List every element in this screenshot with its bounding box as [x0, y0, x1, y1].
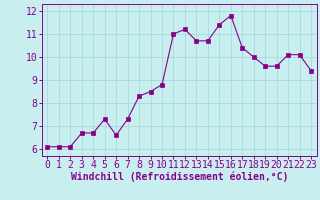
- X-axis label: Windchill (Refroidissement éolien,°C): Windchill (Refroidissement éolien,°C): [70, 172, 288, 182]
